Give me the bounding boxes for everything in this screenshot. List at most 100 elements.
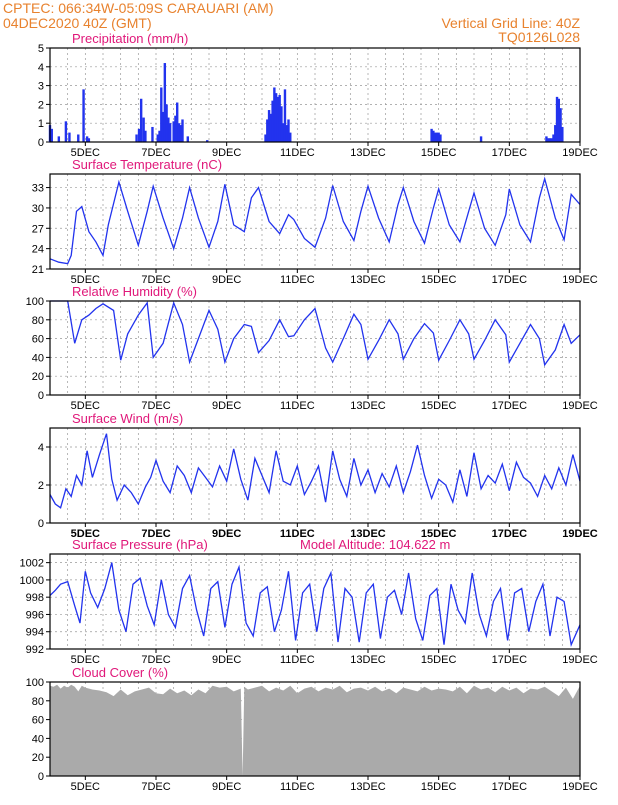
wind-title: Surface Wind (m/s) [72, 411, 183, 426]
precipitation-bar [430, 128, 433, 142]
temperature-frame [49, 173, 581, 270]
humidity-xtick-label: 17DEC [492, 400, 528, 412]
pressure-xtick-label: 11DEC [280, 654, 315, 666]
precipitation-bar [137, 128, 141, 142]
temperature-xtick-label: 5DEC [71, 274, 100, 286]
precipitation-bar [186, 136, 189, 142]
precipitation-bar [289, 132, 292, 142]
precipitation-bar [559, 108, 562, 142]
precipitation-bar [57, 136, 61, 142]
temperature-xtick-label: 11DEC [280, 274, 315, 286]
precipitation-bar [274, 93, 278, 142]
precipitation-bar [172, 121, 175, 142]
humidity-xtick-label: 7DEC [141, 400, 170, 412]
temperature-ytick-label: 24 [32, 244, 44, 256]
temperature-title: Surface Temperature (nC) [72, 157, 222, 172]
header-date: 04DEC2020 40Z (GMT) [3, 15, 152, 31]
cloud-cover-panel: Cloud Cover (%) 0 20 40 60 80 100 5DEC 7DEC 9DEC 1… [26, 665, 598, 793]
precipitation-bar [174, 115, 177, 142]
precipitation-bar [545, 136, 548, 142]
pressure-xtick-label: 15DEC [421, 654, 457, 666]
temperature-xtick-label: 17DEC [492, 274, 528, 286]
wind-xtick-label: 9DEC [212, 528, 241, 540]
cloud-cover-ytick-label: 60 [32, 715, 44, 727]
precipitation-bar [271, 100, 274, 142]
precipitation-bar [548, 138, 552, 142]
precipitation-bar [165, 104, 168, 142]
humidity-xtick-label: 19DEC [562, 400, 598, 412]
precipitation-ytick-label: 3 [38, 81, 44, 93]
pressure-xtick-label: 17DEC [492, 654, 528, 666]
humidity-ytick-label: 0 [38, 390, 44, 402]
pressure-ytick-label: 1000 [20, 575, 44, 587]
humidity-ytick-label: 80 [32, 315, 44, 327]
precipitation-bar [82, 89, 85, 142]
precipitation-bar [561, 126, 564, 142]
pressure-panel: Surface Pressure (hPa) Model Altitude: 10… [20, 537, 598, 666]
humidity-title: Relative Humidity (%) [72, 284, 197, 299]
precipitation-bar [179, 125, 182, 142]
precipitation-ytick-label: 4 [38, 62, 44, 74]
humidity-xtick-label: 5DEC [71, 400, 100, 412]
pressure-line [49, 562, 581, 647]
humidity-xtick-label: 15DEC [421, 400, 457, 412]
humidity-panel: Relative Humidity (%) 0 20 40 60 80 100 5DEC 7DE… [26, 284, 598, 412]
cloud-cover-ytick-label: 40 [32, 733, 44, 745]
precipitation-bar [479, 136, 483, 142]
precipitation-bar [432, 130, 435, 142]
precipitation-ytick-label: 0 [38, 137, 44, 149]
precipitation-bar [151, 126, 154, 142]
temperature-xtick-label: 19DEC [562, 274, 598, 286]
humidity-ytick-label: 20 [32, 371, 44, 383]
wind-xtick-label: 15DEC [421, 528, 457, 540]
precipitation-bar [439, 134, 442, 142]
precipitation-bar [557, 98, 560, 142]
precipitation-bar [85, 136, 89, 142]
temperature-ytick-label: 21 [32, 264, 44, 276]
temperature-ytick-label: 33 [32, 183, 44, 195]
precipitation-bar [437, 132, 440, 142]
cloud-cover-ytick-label: 80 [32, 696, 44, 708]
pressure-ytick-label: 998 [26, 592, 44, 604]
precipitation-bar [68, 132, 71, 142]
precipitation-panel: Precipitation (mm/h) 0 1 2 3 4 5 5DEC 7DEC 9DEC 11… [38, 31, 598, 159]
wind-xtick-label: 5DEC [71, 528, 100, 540]
cloud-cover-area [50, 684, 580, 776]
precipitation-frame [49, 47, 581, 143]
wind-ytick-label: 2 [38, 480, 44, 492]
wind-panel: Surface Wind (m/s) 0 2 4 5DEC 7DEC 9DEC 11DEC 13… [38, 411, 598, 540]
precipitation-bar [555, 96, 559, 142]
precipitation-ytick-label: 1 [38, 118, 44, 130]
humidity-frame [49, 300, 581, 396]
precipitation-bar [550, 138, 553, 142]
humidity-ytick-label: 60 [32, 334, 44, 346]
precipitation-bar [206, 140, 209, 142]
precipitation-bar [50, 128, 53, 142]
pressure-xtick-label: 13DEC [350, 654, 386, 666]
cloud-cover-xtick-label: 19DEC [562, 781, 598, 793]
wind-xtick-label: 17DEC [492, 528, 528, 540]
pressure-xtick-label: 5DEC [71, 654, 100, 666]
precipitation-ytick-label: 5 [38, 43, 44, 55]
cloud-cover-xtick-label: 15DEC [421, 781, 457, 793]
cloud-cover-xtick-label: 13DEC [350, 781, 386, 793]
cloud-cover-xtick-label: 9DEC [212, 781, 241, 793]
precipitation-bar [547, 138, 550, 142]
precipitation-bar [160, 87, 163, 142]
temperature-ytick-label: 27 [32, 223, 44, 235]
precipitation-bar [287, 119, 290, 142]
cloud-cover-ytick-label: 100 [26, 677, 44, 689]
cloud-cover-title: Cloud Cover (%) [72, 665, 168, 680]
precipitation-xtick-label: 11DEC [280, 147, 315, 159]
precipitation-ytick-label: 2 [38, 99, 44, 111]
precipitation-bar [552, 134, 555, 142]
wind-xtick-label: 11DEC [280, 528, 315, 540]
temperature-xtick-label: 15DEC [421, 274, 457, 286]
humidity-line [50, 300, 581, 367]
pressure-ytick-label: 996 [26, 609, 44, 621]
precipitation-bar [267, 110, 271, 142]
precipitation-xtick-label: 17DEC [492, 147, 528, 159]
wind-xtick-label: 7DEC [141, 528, 170, 540]
wind-line [49, 433, 581, 509]
